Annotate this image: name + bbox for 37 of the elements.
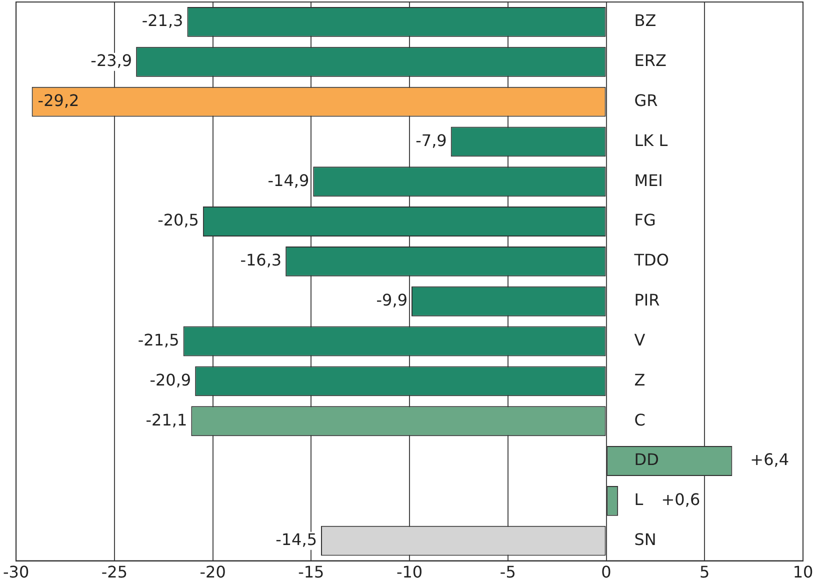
x-tick-label: -20 — [200, 562, 226, 582]
y-tick-label: GR — [634, 90, 658, 110]
x-tick-label: -15 — [298, 562, 324, 582]
data-label: +6,4 — [750, 450, 790, 470]
data-label: -7,9 — [416, 130, 447, 150]
y-tick-label: DD — [634, 450, 659, 470]
y-tick-label: FG — [634, 210, 656, 230]
y-tick-label: Z — [634, 370, 646, 390]
data-label: -23,9 — [90, 51, 132, 70]
y-tick-label: MEI — [634, 170, 663, 190]
data-label: -16,3 — [240, 250, 282, 270]
data-label: -21,3 — [142, 11, 184, 30]
data-label: -29,2 — [38, 90, 80, 110]
x-tick-label: 10 — [792, 562, 814, 582]
x-tick-label: -10 — [396, 562, 423, 582]
y-tick-label: LK L — [634, 130, 668, 150]
x-tick-label: 5 — [700, 562, 710, 582]
x-tick-label: 0 — [601, 562, 612, 582]
data-label: -20,5 — [158, 210, 199, 230]
y-tick-label: SN — [634, 530, 656, 549]
y-tick-label: ERZ — [634, 51, 666, 70]
y-tick-label: BZ — [634, 11, 656, 30]
y-tick-label: V — [634, 330, 646, 350]
y-tick-label: PIR — [634, 290, 660, 310]
y-tick-label: C — [634, 410, 646, 430]
y-tick-label: TDO — [633, 250, 669, 270]
x-tick-label: -5 — [500, 562, 516, 582]
data-label: -20,9 — [150, 370, 192, 390]
data-label: +0,6 — [661, 490, 700, 510]
x-tick-label: -25 — [101, 562, 128, 582]
data-label: -21,1 — [146, 410, 188, 430]
data-label: -14,9 — [268, 170, 310, 190]
y-tick-label: L — [634, 490, 644, 510]
data-label: -14,5 — [276, 530, 318, 549]
data-label: -9,9 — [376, 290, 408, 310]
x-tick-label: -30 — [2, 562, 30, 582]
data-label: -21,5 — [138, 330, 180, 350]
